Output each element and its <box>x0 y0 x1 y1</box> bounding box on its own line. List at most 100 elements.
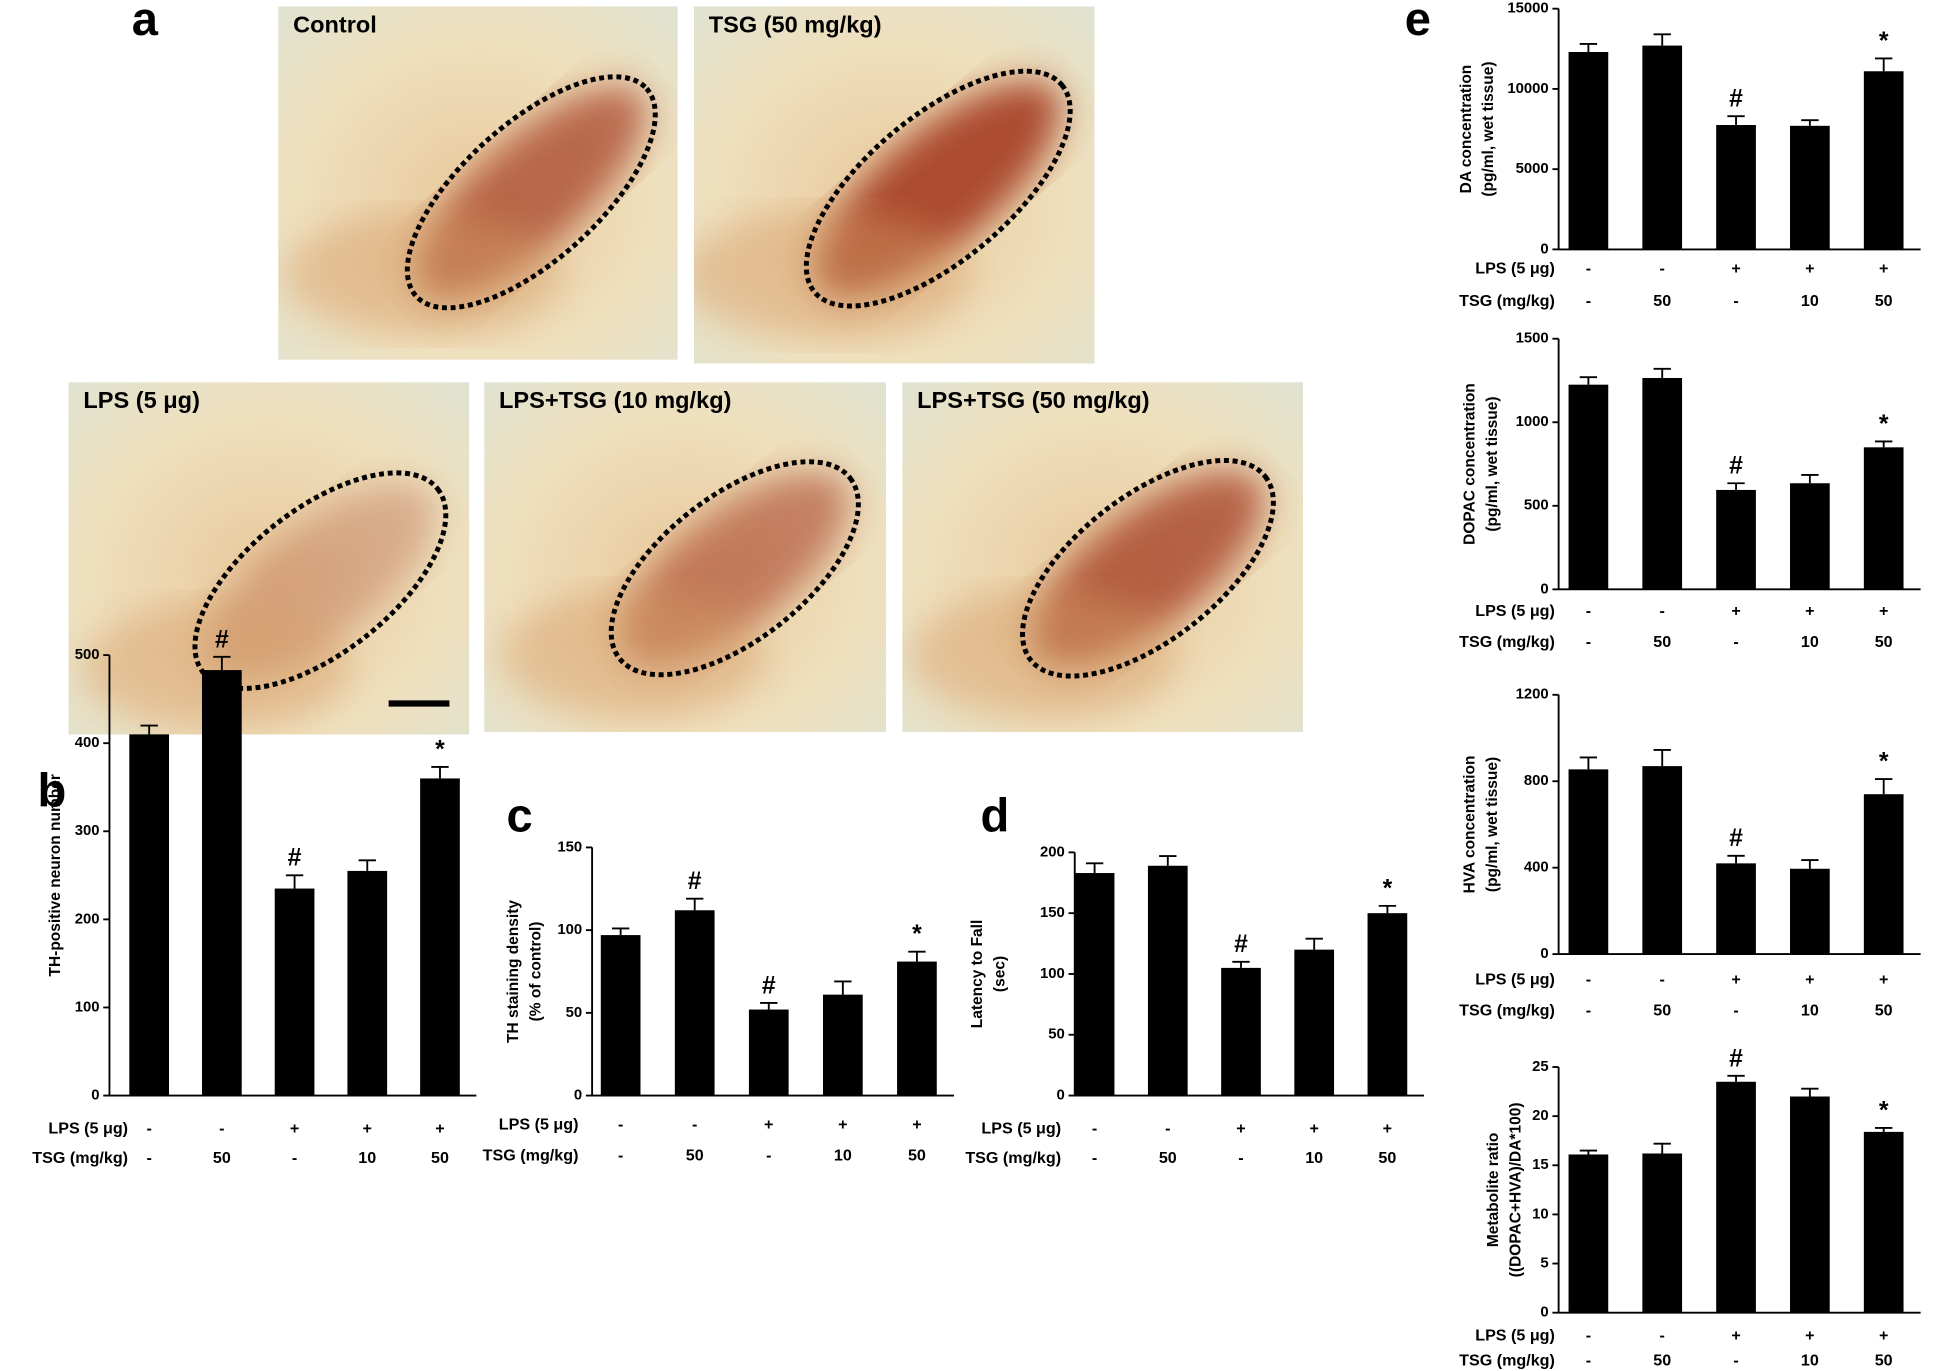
condition-cell: 10 <box>358 1149 376 1167</box>
condition-cell: - <box>618 1147 623 1165</box>
image-label: Control <box>293 11 377 37</box>
y-tick-label: 0 <box>91 1087 99 1103</box>
bar <box>1716 863 1756 955</box>
bar <box>1863 71 1904 250</box>
staining-halo <box>283 212 563 336</box>
panel-label: d <box>980 788 1009 841</box>
significance-mark: # <box>762 972 776 999</box>
significance-mark: # <box>1234 931 1248 958</box>
significance-mark: # <box>1729 825 1743 852</box>
condition-cell: - <box>1733 633 1738 651</box>
micrograph <box>693 6 1095 364</box>
bar <box>748 1009 789 1096</box>
condition-cell: 50 <box>686 1147 704 1165</box>
y-tick-label: 0 <box>1540 1305 1548 1321</box>
y-tick-label: 1200 <box>1516 687 1549 703</box>
image-label: LPS+TSG (10 mg/kg) <box>499 387 731 413</box>
significance-mark: * <box>1383 875 1393 902</box>
micrograph <box>484 382 887 733</box>
condition-cell: - <box>766 1147 771 1165</box>
condition-label: TSG (mg/kg) <box>32 1149 128 1167</box>
condition-cell: - <box>1586 1001 1591 1019</box>
condition-cell: + <box>290 1119 299 1137</box>
panel-label: c <box>506 788 532 841</box>
bar <box>1568 769 1609 955</box>
y-tick-label: 500 <box>75 647 100 663</box>
condition-cell: 50 <box>1159 1149 1177 1167</box>
y-axis-label: DA concentration <box>1458 65 1475 194</box>
bar <box>1074 873 1115 1096</box>
condition-cell: 50 <box>1653 292 1671 310</box>
condition-cell: 50 <box>1875 1351 1893 1369</box>
condition-cell: + <box>1731 602 1740 620</box>
y-tick-label: 500 <box>1524 498 1549 514</box>
bar <box>1716 1081 1756 1313</box>
bar <box>1863 447 1904 590</box>
roi-outline <box>803 68 1073 309</box>
condition-cell: + <box>1383 1119 1392 1137</box>
condition-label: TSG (mg/kg) <box>965 1149 1061 1167</box>
bar <box>1790 125 1830 250</box>
condition-cell: - <box>146 1119 151 1137</box>
condition-cell: 50 <box>1653 1351 1671 1369</box>
y-tick-label: 15000 <box>1507 1 1548 17</box>
condition-cell: - <box>1165 1119 1170 1137</box>
y-tick-label: 200 <box>1040 844 1065 860</box>
condition-cell: - <box>219 1119 224 1137</box>
condition-cell: + <box>764 1116 773 1134</box>
staining-halo <box>82 602 351 732</box>
significance-mark: # <box>215 626 229 653</box>
y-tick-label: 300 <box>75 823 100 839</box>
condition-cell: - <box>1092 1149 1097 1167</box>
y-axis-label: HVA concentration <box>1462 756 1479 894</box>
bar <box>1568 52 1609 250</box>
condition-cell: + <box>1805 602 1814 620</box>
condition-cell: 50 <box>1875 1001 1893 1019</box>
condition-cell: - <box>1733 292 1738 310</box>
bar <box>1863 1131 1904 1313</box>
image-label: LPS (5 μg) <box>83 387 200 413</box>
condition-cell: + <box>838 1116 847 1134</box>
bar <box>202 670 242 1096</box>
condition-label: LPS (5 μg) <box>48 1119 128 1137</box>
micrograph <box>278 6 678 360</box>
image-label: LPS+TSG (50 mg/kg) <box>917 387 1149 413</box>
condition-label: LPS (5 μg) <box>981 1119 1061 1137</box>
condition-cell: - <box>1586 602 1591 620</box>
condition-cell: + <box>1805 260 1814 278</box>
condition-cell: - <box>1586 633 1591 651</box>
significance-mark: # <box>688 868 702 895</box>
y-tick-label: 800 <box>1524 773 1549 789</box>
condition-label: LPS (5 μg) <box>1475 1327 1555 1345</box>
bar <box>1642 45 1683 250</box>
condition-cell: - <box>1238 1149 1243 1167</box>
significance-mark: # <box>1729 1045 1743 1072</box>
bar <box>420 778 460 1096</box>
condition-label: LPS (5 μg) <box>499 1116 579 1134</box>
condition-cell: 50 <box>213 1149 231 1167</box>
bar <box>1147 865 1188 1096</box>
condition-cell: 10 <box>1801 633 1819 651</box>
condition-label: TSG (mg/kg) <box>1459 292 1555 310</box>
condition-cell: - <box>1733 1001 1738 1019</box>
condition-cell: 50 <box>908 1147 926 1165</box>
y-tick-label: 50 <box>1048 1027 1065 1043</box>
condition-cell: - <box>1733 1351 1738 1369</box>
image-label: TSG (50 mg/kg) <box>709 11 882 37</box>
micrograph <box>902 382 1304 733</box>
condition-cell: 10 <box>834 1147 852 1165</box>
bar <box>897 961 937 1096</box>
condition-cell: + <box>363 1119 372 1137</box>
condition-cell: 50 <box>1875 633 1893 651</box>
bar <box>1863 794 1904 955</box>
bar <box>1790 483 1830 590</box>
bar <box>347 870 388 1096</box>
significance-mark: # <box>288 845 302 872</box>
condition-cell: 50 <box>431 1149 449 1167</box>
condition-cell: + <box>1879 602 1888 620</box>
y-tick-label: 400 <box>75 735 100 751</box>
condition-cell: - <box>618 1116 623 1134</box>
condition-cell: + <box>1731 1327 1740 1345</box>
condition-cell: - <box>1660 602 1665 620</box>
condition-cell: + <box>912 1116 921 1134</box>
